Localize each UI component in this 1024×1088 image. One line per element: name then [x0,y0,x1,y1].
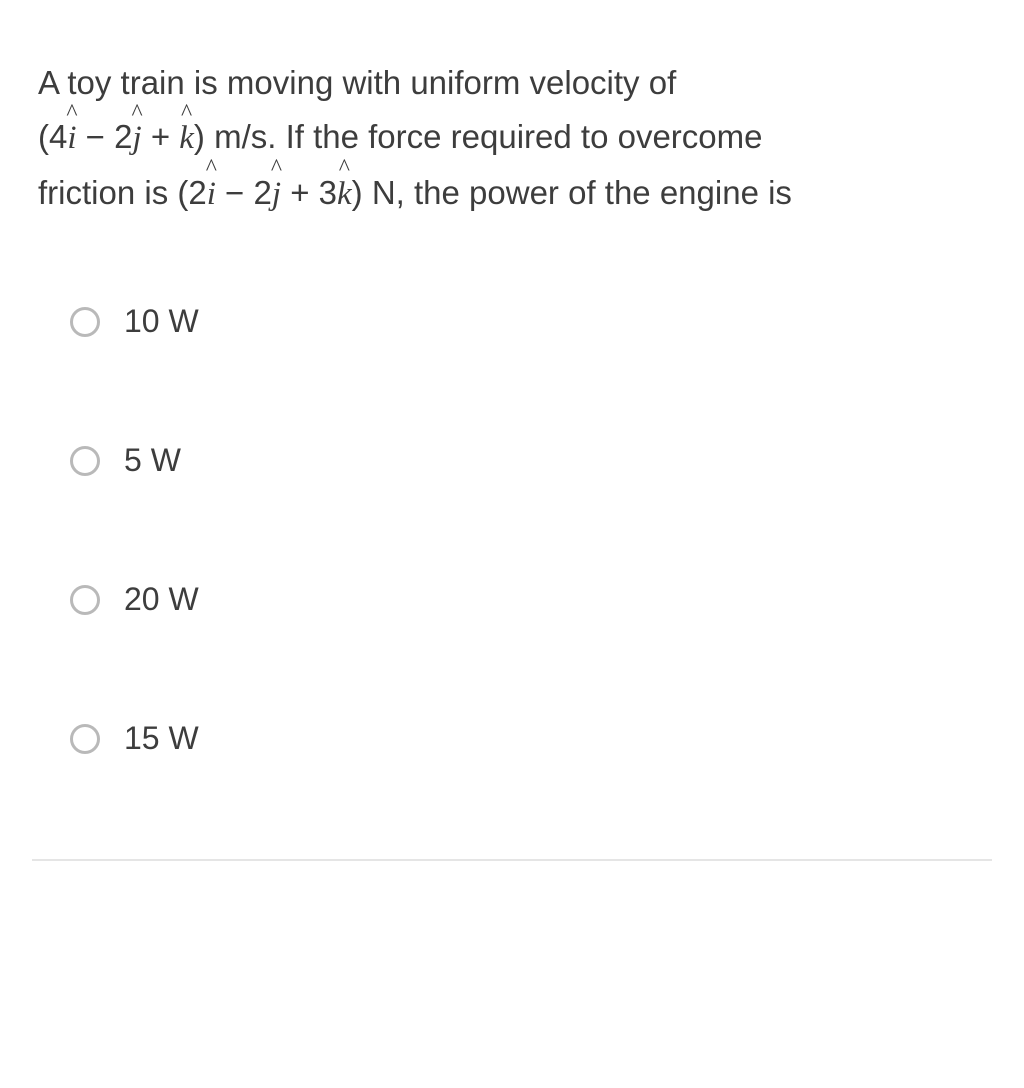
vec2-mid2: + 3 [281,174,337,211]
question-container: A toy train is moving with uniform veloc… [0,0,1024,757]
radio-icon [70,585,100,615]
vec1-mid2: + [142,118,180,155]
vec2-j-hat: j [272,167,281,221]
vec2-k-hat: k [337,167,352,221]
question-line3-post: N, the power of the engine is [372,174,792,211]
radio-icon [70,446,100,476]
option-1-label: 10 W [124,303,199,340]
options-list: 10 W 5 W 20 W 15 W [38,303,986,757]
question-line2-mid: m/s. If the force required to overcome [214,118,762,155]
option-4-label: 15 W [124,720,199,757]
radio-icon [70,307,100,337]
vec1-mid1: − 2 [77,118,133,155]
option-2-label: 5 W [124,442,181,479]
radio-icon [70,724,100,754]
option-2[interactable]: 5 W [70,442,986,479]
option-1[interactable]: 10 W [70,303,986,340]
vec2-mid1: − 2 [216,174,272,211]
vec1-close: ) [194,118,205,155]
vec1-open: (4 [38,118,67,155]
option-3-label: 20 W [124,581,199,618]
question-text: A toy train is moving with uniform veloc… [38,56,986,221]
question-line3-pre: friction is [38,174,177,211]
vec2-open: (2 [177,174,206,211]
option-4[interactable]: 15 W [70,720,986,757]
vec2-i-hat: i [207,167,216,221]
option-3[interactable]: 20 W [70,581,986,618]
vec1-j-hat: j [132,111,141,165]
vector-force: (2i − 2j + 3k) [177,174,371,211]
vector-velocity: (4i − 2j + k) [38,118,214,155]
divider [32,859,992,861]
vec1-k-hat: k [179,111,194,165]
vec1-i-hat: i [67,111,76,165]
vec2-close: ) [352,174,363,211]
